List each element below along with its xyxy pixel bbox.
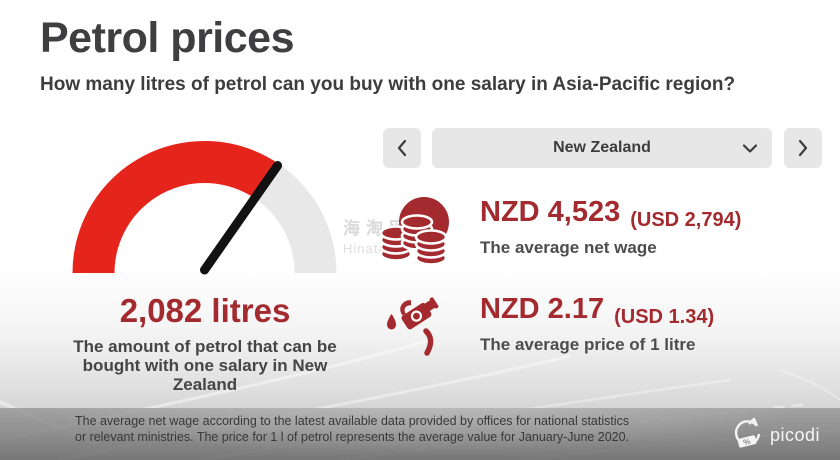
gauge-needle — [200, 161, 283, 275]
previous-country-button[interactable] — [383, 128, 421, 168]
price-amount-usd: (USD 1.34) — [614, 306, 715, 328]
gauge-chart — [72, 140, 337, 275]
gauge-description-line: The amount of petrol that can be — [73, 337, 337, 356]
country-dropdown[interactable]: New Zealand — [432, 128, 772, 168]
svg-text:%: % — [742, 437, 751, 447]
next-country-button[interactable] — [784, 128, 822, 168]
country-dropdown-value: New Zealand — [553, 139, 651, 156]
gauge-description-line: bought with one salary in New — [82, 356, 328, 375]
gauge-value-label: 2,082 litres — [119, 292, 291, 329]
price-stat: NZD 2.17 (USD 1.34) The average price of… — [480, 293, 714, 355]
fuel-pump-icon — [387, 297, 439, 356]
picodi-logo-icon: % — [734, 417, 761, 448]
chevron-right-icon — [798, 139, 808, 157]
chevron-down-icon — [742, 144, 758, 153]
footer-disclaimer-line: The average net wage according to the la… — [75, 413, 630, 428]
page-subtitle: How many litres of petrol can you buy wi… — [40, 74, 736, 95]
footer-disclaimer-line: or relevant ministries. The price for 1 … — [75, 428, 630, 444]
footer-logo: % picodi — [731, 417, 820, 453]
wage-stat: NZD 4,523 (USD 2,794) The average net wa… — [480, 196, 741, 258]
gauge-empty-arc — [255, 163, 337, 273]
page-title: Petrol prices — [40, 14, 295, 62]
footer-band — [0, 408, 840, 460]
gauge-description-line: Zealand — [172, 375, 238, 394]
chevron-left-icon — [397, 139, 407, 157]
price-amount: NZD 2.17 — [480, 293, 605, 325]
wage-amount: NZD 4,523 — [480, 196, 621, 228]
footer-disclaimer: The average net wage according to the la… — [75, 413, 629, 444]
coins-icon — [380, 197, 449, 266]
wage-caption: The average net wage — [480, 238, 657, 257]
footer-logo-text: picodi — [770, 424, 821, 445]
wage-amount-usd: (USD 2,794) — [630, 209, 742, 231]
gauge-filled-arc — [72, 140, 279, 273]
gauge-description: The amount of petrol that can be bought … — [50, 337, 360, 394]
price-caption: The average price of 1 litre — [480, 335, 696, 354]
